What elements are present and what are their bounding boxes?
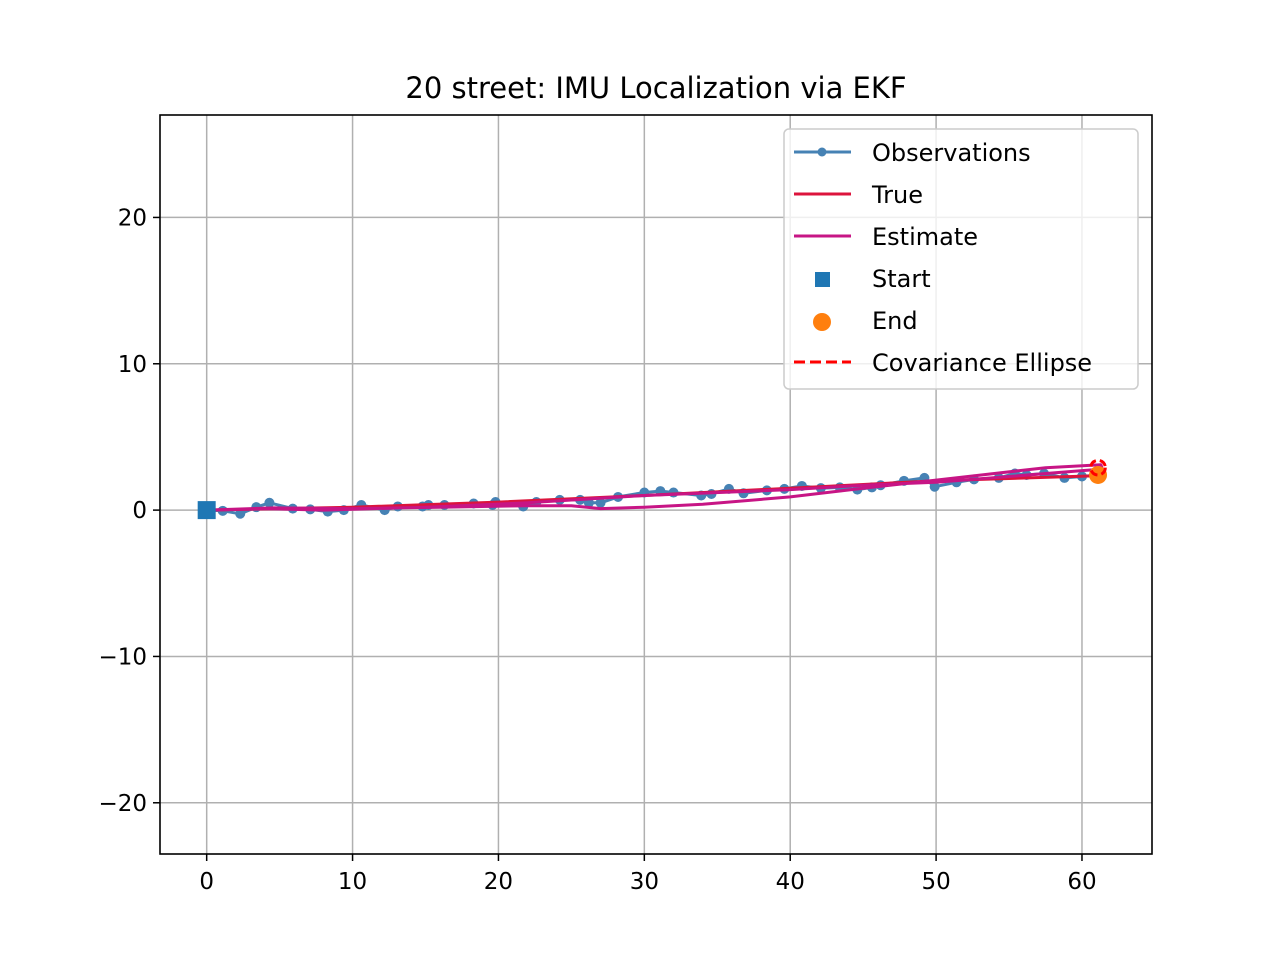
y-tick-label: −10 bbox=[98, 644, 147, 670]
legend: Observations True Estimate Start End Cov… bbox=[783, 128, 1139, 390]
end-marker bbox=[1089, 465, 1108, 484]
axes-border bbox=[159, 114, 1153, 855]
covariance-ellipse bbox=[1089, 458, 1107, 477]
observation-point bbox=[595, 497, 606, 508]
legend-covariance-label: Covariance Ellipse bbox=[872, 349, 1092, 377]
x-tick-label: 40 bbox=[776, 869, 805, 895]
legend-entry-true: True bbox=[794, 181, 923, 209]
x-tick-label: 20 bbox=[484, 869, 513, 895]
legend-end-label: End bbox=[872, 307, 918, 335]
legend-true-label: True bbox=[871, 181, 923, 209]
legend-entry-covariance: Covariance Ellipse bbox=[794, 349, 1092, 377]
estimate-path-line bbox=[206, 463, 1104, 512]
observation-point bbox=[929, 481, 940, 492]
x-tick-label: 0 bbox=[199, 869, 214, 895]
legend-entry-observations: Observations bbox=[794, 139, 1031, 167]
chart-title: 20 street: IMU Localization via EKF bbox=[405, 71, 906, 105]
x-tick-label: 30 bbox=[630, 869, 659, 895]
y-tick-label: 10 bbox=[118, 352, 147, 378]
legend-observations-label: Observations bbox=[872, 139, 1031, 167]
legend-entry-start: Start bbox=[815, 265, 931, 293]
x-tick-label: 10 bbox=[338, 869, 367, 895]
series-layer bbox=[197, 458, 1108, 520]
legend-entry-estimate: Estimate bbox=[794, 223, 978, 251]
tick-labels: 0 10 20 30 40 50 60 −20 −10 0 10 20 bbox=[98, 205, 1096, 895]
legend-end-marker bbox=[813, 313, 831, 331]
x-tick-label: 50 bbox=[921, 869, 950, 895]
legend-start-marker bbox=[815, 272, 830, 287]
legend-estimate-label: Estimate bbox=[872, 223, 978, 251]
observation-point bbox=[235, 508, 246, 519]
start-marker bbox=[197, 501, 216, 520]
y-tick-label: −20 bbox=[98, 791, 147, 817]
x-tick-label: 60 bbox=[1067, 869, 1096, 895]
legend-entry-end: End bbox=[813, 307, 918, 335]
y-tick-label: 0 bbox=[132, 498, 147, 524]
legend-start-label: Start bbox=[872, 265, 931, 293]
legend-observations-marker bbox=[817, 147, 827, 157]
observation-point bbox=[264, 497, 275, 508]
y-tick-label: 20 bbox=[118, 205, 147, 231]
legend-box bbox=[783, 128, 1139, 390]
axes-frame bbox=[159, 114, 1153, 855]
